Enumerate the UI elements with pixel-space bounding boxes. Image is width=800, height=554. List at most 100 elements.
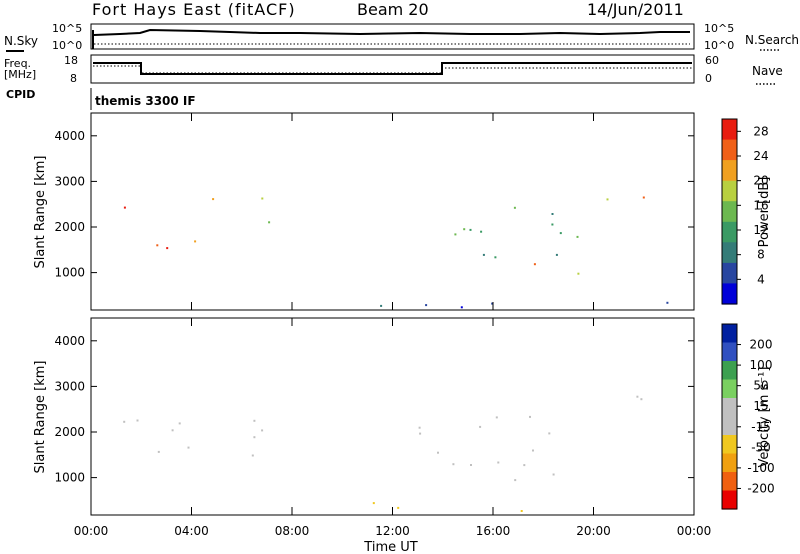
x-tick-label: 00:00 [677, 524, 712, 538]
power-panel-frame [90, 112, 695, 311]
nsearch-label: N.Search [745, 33, 799, 47]
scatter-point [460, 306, 463, 309]
y-tick-label: 4000 [54, 129, 85, 143]
scatter-point [123, 206, 126, 209]
colorbar-band [722, 242, 737, 264]
velocity-panel: 1000 2000 3000 4000 [54, 317, 695, 516]
velocity-colorbar-label: Velocity [m s⁻¹] [757, 367, 772, 468]
scatter-point [470, 464, 472, 466]
colorbar-tick-label: 20 [753, 174, 768, 188]
y-tick-label: 1000 [54, 266, 85, 280]
nave-label: Nave [752, 64, 783, 78]
scatter-point [479, 425, 482, 428]
scatter-point [523, 464, 526, 467]
nave-trace [93, 65, 692, 74]
scatter-point [261, 429, 264, 432]
colorbar-tick-label: 4 [757, 272, 765, 286]
x-tick-label: 16:00 [476, 524, 511, 538]
scatter-point [178, 422, 181, 425]
colorbar-band [722, 160, 737, 182]
y-tick-label: 3000 [54, 174, 85, 188]
scatter-point [666, 301, 669, 304]
velocity-x-ticks [90, 318, 695, 515]
scatter-point [187, 446, 190, 449]
scatter-point [606, 198, 609, 201]
nsky-panel-frame [90, 23, 695, 50]
scatter-point [469, 228, 472, 231]
scatter-point [520, 510, 523, 512]
velocity-panel-frame [90, 317, 695, 516]
freq-trace [93, 62, 692, 75]
velocity-colorbar: 200 100 50 15 -15 -50 -100 -200 [721, 323, 775, 510]
colorbar-band [722, 398, 737, 418]
scatter-point [268, 221, 271, 224]
scatter-point [425, 304, 428, 307]
scatter-point [514, 479, 517, 482]
colorbar-band [722, 416, 737, 436]
scatter-point [212, 198, 215, 201]
time-axis-label: Time UT [363, 540, 417, 554]
freq-tick-top: 18 [64, 54, 78, 67]
scatter-point [552, 473, 555, 476]
power-y-ticks: 1000 2000 3000 4000 [54, 129, 694, 280]
cpid-value: themis 3300 IF [95, 94, 196, 108]
scatter-point [261, 197, 264, 200]
colorbar-band [722, 361, 737, 381]
scatter-point [194, 240, 197, 243]
scatter-point [123, 420, 126, 423]
beam-title: Beam 20 [357, 0, 429, 19]
scatter-point [559, 232, 562, 235]
freq-panel-frame [90, 54, 695, 84]
colorbar-tick-label: -100 [747, 461, 774, 475]
nsky-panel [90, 23, 695, 50]
scatter-point [253, 419, 256, 422]
scatter-point [156, 244, 159, 247]
scatter-point [157, 450, 160, 453]
scatter-point [497, 461, 500, 464]
scatter-point [548, 432, 551, 435]
power-y-axis-label: Slant Range [km] [33, 156, 48, 269]
scatter-point [482, 253, 485, 256]
velocity-scatter [123, 395, 643, 512]
colorbar-tick-label: -50 [751, 440, 771, 454]
colorbar-band [722, 221, 737, 243]
freq-panel [90, 54, 695, 84]
scatter-point [437, 451, 439, 454]
scatter-point [454, 233, 457, 236]
x-tick-label: 00:00 [74, 524, 109, 538]
nsearch-tick-top: 10^5 [704, 22, 734, 35]
scatter-point [533, 263, 536, 266]
scatter-point [640, 398, 643, 401]
colorbar-band [722, 472, 737, 492]
colorbar-band [722, 453, 737, 473]
scatter-point [418, 426, 421, 429]
scatter-point [513, 206, 516, 209]
colorbar-band [722, 119, 737, 141]
colorbar-tick-label: 50 [753, 379, 768, 393]
scatter-point [642, 196, 645, 199]
nave-tick-top: 60 [705, 54, 719, 67]
colorbar-band [722, 139, 737, 161]
scatter-point [463, 228, 466, 231]
scatter-point [480, 230, 483, 233]
scatter-point [397, 506, 400, 509]
colorbar-band [722, 180, 737, 202]
scatter-point [253, 436, 256, 439]
y-tick-label: 1000 [54, 471, 85, 485]
scatter-point [166, 247, 169, 250]
colorbar-tick-label: 24 [753, 149, 768, 163]
station-title: Fort Hays East (fitACF) [92, 0, 296, 19]
scatter-point [491, 302, 494, 305]
velocity-y-ticks: 1000 2000 3000 4000 [54, 334, 694, 485]
scatter-point [636, 395, 639, 398]
colorbar-band [722, 379, 737, 399]
colorbar-tick-label: -15 [751, 420, 771, 434]
colorbar-band [722, 324, 737, 344]
colorbar-band [722, 201, 737, 223]
scatter-point [577, 272, 580, 275]
nsky-trace [93, 28, 690, 36]
scatter-point [551, 213, 554, 215]
scatter-point [452, 463, 455, 466]
colorbar-band [722, 262, 737, 285]
